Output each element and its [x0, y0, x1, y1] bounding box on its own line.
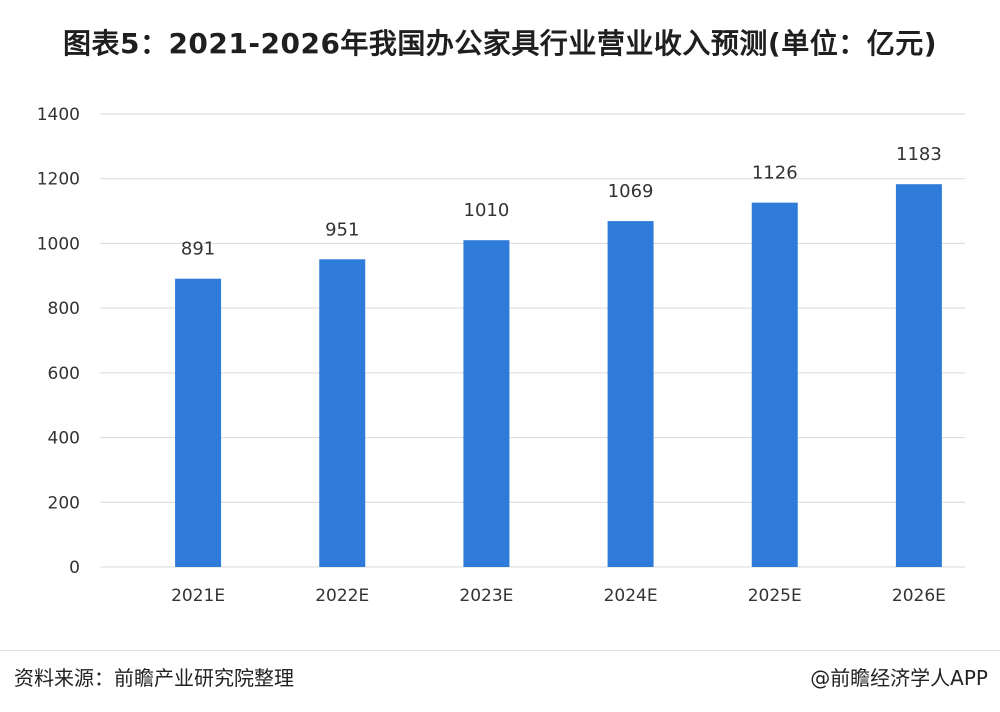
bar: [463, 240, 510, 567]
bar: [607, 221, 654, 567]
bar: [175, 278, 222, 567]
bar: [895, 184, 942, 567]
bar: [319, 259, 366, 567]
y-tick-label: 0: [69, 558, 80, 578]
data-label: 1010: [464, 200, 510, 221]
y-tick-label: 800: [48, 299, 80, 319]
x-category-label: 2023E: [459, 586, 513, 606]
x-category-label: 2026E: [892, 586, 946, 606]
data-label: 1069: [608, 181, 654, 202]
bar: [751, 202, 798, 567]
y-tick-label: 1000: [37, 234, 80, 254]
x-category-label: 2024E: [604, 586, 658, 606]
y-tick-label: 200: [48, 493, 80, 513]
data-label: 951: [325, 219, 359, 240]
source-note: 资料来源：前瞻产业研究院整理: [14, 666, 294, 690]
x-category-label: 2022E: [315, 586, 369, 606]
data-labels: 891 951 1010 1069 1126 1183: [181, 144, 942, 259]
x-axis-category-labels: 2021E 2022E 2023E 2024E 2025E 2026E: [171, 586, 946, 606]
bars: [175, 184, 942, 567]
y-tick-label: 400: [48, 429, 80, 449]
credit-note: @前瞻经济学人APP: [810, 666, 988, 690]
y-tick-label: 1200: [37, 170, 80, 190]
y-axis-tick-labels: 0 200 400 600 800 1000 1200 1400: [37, 105, 80, 578]
y-tick-label: 600: [48, 364, 80, 384]
data-label: 1126: [752, 163, 798, 184]
data-label: 891: [181, 239, 215, 260]
x-category-label: 2021E: [171, 586, 225, 606]
y-tick-label: 1400: [37, 105, 80, 125]
data-label: 1183: [896, 144, 942, 165]
gridlines: [100, 113, 965, 568]
chart-title: 图表5：2021-2026年我国办公家具行业营业收入预测(单位：亿元): [62, 27, 938, 60]
footer-divider: [0, 650, 1000, 651]
x-category-label: 2025E: [748, 586, 802, 606]
